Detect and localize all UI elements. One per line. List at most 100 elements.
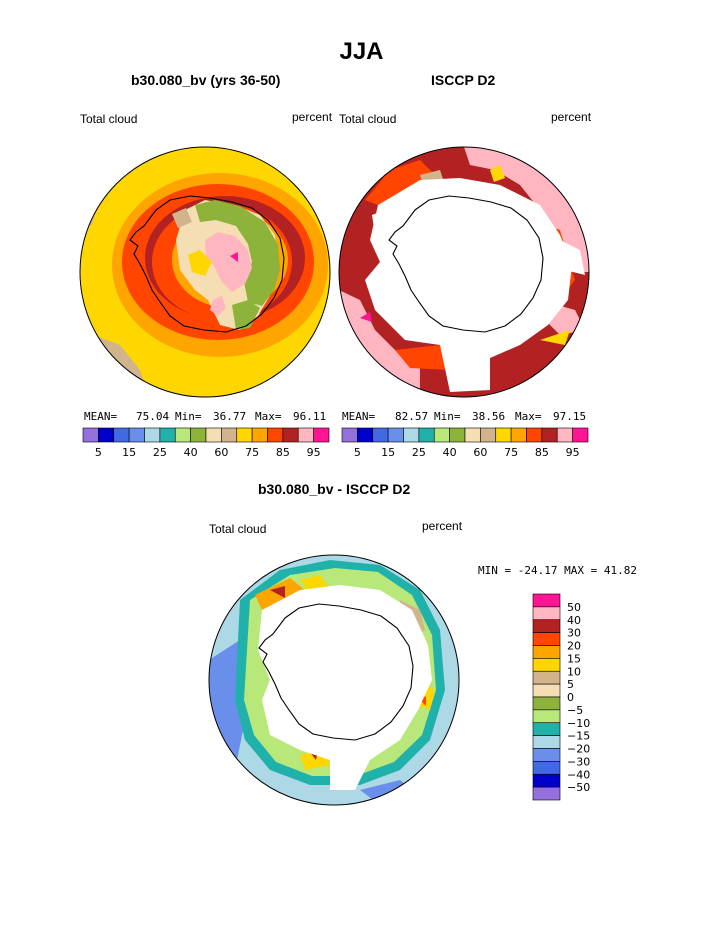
panel1-min-value: 36.77 bbox=[213, 410, 247, 423]
colorbar-swatch-1-11 bbox=[251, 427, 268, 443]
panel3-title: b30.080_bv - ISCCP D2 bbox=[258, 481, 411, 497]
panel2-min-label: Min= bbox=[434, 410, 461, 423]
colorbar-swatch-1-14 bbox=[297, 427, 314, 443]
colorbar3-swatch-4 bbox=[532, 645, 561, 659]
colorbar-tick-label-2-0: 5 bbox=[354, 446, 361, 459]
colorbar3-tick-label-4: 15 bbox=[567, 652, 581, 665]
colorbar3-swatch-0 bbox=[532, 593, 561, 608]
colorbar-swatch-2-2 bbox=[372, 427, 389, 443]
colorbar3-swatch-11 bbox=[532, 735, 561, 749]
colorbar-tick-label-1-5: 75 bbox=[245, 446, 259, 459]
colorbar-swatch-2-9 bbox=[480, 427, 497, 443]
colorbar-swatch-2-15 bbox=[572, 427, 589, 443]
colorbar-swatch-1-2 bbox=[113, 427, 130, 443]
colorbar-swatch-1-4 bbox=[144, 427, 161, 443]
colorbar3-swatch-1 bbox=[532, 606, 561, 621]
colorbar3-swatch-5 bbox=[532, 658, 561, 672]
colorbar-swatch-1-13 bbox=[282, 427, 299, 443]
panel1-min-label: Min= bbox=[175, 410, 202, 423]
colorbar-tick-label-2-2: 25 bbox=[412, 446, 426, 459]
colorbar-swatch-1-0 bbox=[82, 427, 99, 443]
colorbar3-swatch-7 bbox=[532, 683, 561, 698]
colorbar3-tick-label-9: −10 bbox=[567, 717, 590, 730]
panel1-max-value: 96.11 bbox=[293, 410, 327, 423]
colorbar3-tick-label-13: −40 bbox=[567, 768, 590, 781]
colorbar-swatch-1-3 bbox=[128, 427, 145, 443]
colorbar-swatch-2-14 bbox=[556, 427, 573, 443]
colorbar-swatch-1-10 bbox=[236, 427, 253, 443]
panel2-max-label: Max= bbox=[515, 410, 542, 423]
panel1-title: b30.080_bv (yrs 36-50) bbox=[131, 72, 281, 88]
colorbar-tick-label-2-5: 75 bbox=[504, 446, 518, 459]
model-cloud-map bbox=[80, 147, 330, 397]
colorbar-tick-label-1-0: 5 bbox=[95, 446, 102, 459]
colorbar-swatch-1-6 bbox=[174, 427, 191, 443]
colorbar3-swatch-12 bbox=[532, 748, 561, 762]
colorbar3-swatch-8 bbox=[532, 696, 561, 711]
colorbar-tick-label-1-3: 40 bbox=[184, 446, 198, 459]
colorbar3-tick-label-11: −20 bbox=[567, 743, 590, 756]
colorbar-tick-label-2-4: 60 bbox=[473, 446, 487, 459]
colorbar-swatch-2-4 bbox=[403, 427, 420, 443]
colorbar3-tick-label-0: 50 bbox=[567, 601, 581, 614]
panel2-mean-value: 82.57 bbox=[395, 410, 429, 423]
panel3-right-label: percent bbox=[422, 519, 463, 533]
colorbar-tick-label-2-6: 85 bbox=[535, 446, 549, 459]
colorbar3-swatch-9 bbox=[532, 709, 561, 724]
observed-cloud-map bbox=[339, 147, 589, 397]
panel1-left-label: Total cloud bbox=[80, 112, 138, 126]
page-title: JJA bbox=[339, 38, 384, 65]
colorbar3-swatch-2 bbox=[532, 619, 561, 633]
colorbar-swatch-1-7 bbox=[190, 427, 207, 443]
colorbar-swatch-2-10 bbox=[495, 427, 512, 443]
colorbar-swatch-2-6 bbox=[433, 427, 450, 443]
colorbar-tick-label-2-1: 15 bbox=[381, 446, 395, 459]
colorbar-tick-label-1-2: 25 bbox=[153, 446, 167, 459]
panel3-stats: MIN = -24.17 MAX = 41.82 bbox=[478, 564, 637, 577]
panel2-min-value: 38.56 bbox=[472, 410, 506, 423]
colorbar-swatch-2-0 bbox=[341, 427, 358, 443]
panel3-left-label: Total cloud bbox=[209, 522, 267, 536]
colorbar-swatch-1-5 bbox=[159, 427, 176, 443]
colorbar-swatch-2-11 bbox=[510, 427, 527, 443]
panel2-mean-label: MEAN= bbox=[342, 410, 376, 423]
colorbar-tick-label-1-6: 85 bbox=[276, 446, 290, 459]
colorbar-swatch-2-3 bbox=[387, 427, 404, 443]
colorbar-swatch-1-1 bbox=[98, 427, 115, 443]
colorbar-swatch-1-9 bbox=[221, 427, 238, 443]
colorbar3-tick-label-8: −5 bbox=[567, 704, 583, 717]
difference-cloud-map bbox=[209, 555, 459, 805]
colorbar3-tick-label-14: −50 bbox=[567, 781, 590, 794]
colorbar-swatch-2-12 bbox=[526, 427, 543, 443]
colorbar3-tick-label-6: 5 bbox=[567, 678, 574, 691]
panel1-right-label: percent bbox=[292, 110, 333, 124]
colorbar-tick-label-1-1: 15 bbox=[122, 446, 136, 459]
colorbar-swatch-1-12 bbox=[267, 427, 284, 443]
colorbar-swatch-1-8 bbox=[205, 427, 222, 443]
colorbar3-swatch-14 bbox=[532, 773, 561, 788]
colorbar3-tick-label-3: 20 bbox=[567, 640, 581, 653]
colorbar3-tick-label-1: 40 bbox=[567, 614, 581, 627]
colorbar3-tick-label-10: −15 bbox=[567, 730, 590, 743]
colorbar-swatch-2-7 bbox=[449, 427, 466, 443]
colorbar-swatch-2-1 bbox=[357, 427, 374, 443]
colorbar3-tick-label-5: 10 bbox=[567, 665, 581, 678]
colorbar3-swatch-3 bbox=[532, 632, 561, 646]
colorbar3-swatch-13 bbox=[532, 761, 561, 775]
colorbar-swatch-1-15 bbox=[313, 427, 330, 443]
colorbar3-tick-label-2: 30 bbox=[567, 627, 581, 640]
colorbar3-swatch-6 bbox=[532, 670, 561, 685]
panel2-right-label: percent bbox=[551, 110, 592, 124]
panel1-mean-label: MEAN= bbox=[84, 410, 118, 423]
colorbar-tick-label-2-7: 95 bbox=[566, 446, 580, 459]
colorbar3-swatch-10 bbox=[532, 722, 561, 736]
panel1-mean-value: 75.04 bbox=[136, 410, 170, 423]
panel1-max-label: Max= bbox=[255, 410, 282, 423]
colorbar-tick-label-2-3: 40 bbox=[443, 446, 457, 459]
panel2-title: ISCCP D2 bbox=[431, 72, 496, 88]
colorbar-swatch-2-13 bbox=[541, 427, 558, 443]
panel2-max-value: 97.15 bbox=[553, 410, 587, 423]
colorbar-tick-label-1-4: 60 bbox=[214, 446, 228, 459]
panel2-left-label: Total cloud bbox=[339, 112, 397, 126]
